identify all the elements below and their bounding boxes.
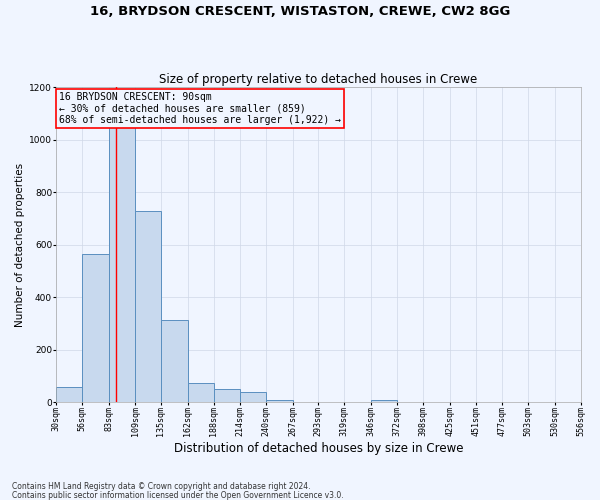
Text: Contains HM Land Registry data © Crown copyright and database right 2024.: Contains HM Land Registry data © Crown c… (12, 482, 311, 491)
Bar (239, 392, 266, 402)
Bar (135, 210, 161, 402)
Bar (214, 389, 239, 402)
Bar (371, 400, 397, 402)
Text: 16, BRYDSON CRESCENT, WISTASTON, CREWE, CW2 8GG: 16, BRYDSON CRESCENT, WISTASTON, CREWE, … (90, 5, 510, 18)
Text: Contains public sector information licensed under the Open Government Licence v3: Contains public sector information licen… (12, 490, 344, 500)
Text: 16 BRYDSON CRESCENT: 90sqm
← 30% of detached houses are smaller (859)
68% of sem: 16 BRYDSON CRESCENT: 90sqm ← 30% of deta… (59, 92, 341, 125)
Bar (82, 254, 109, 402)
Bar (266, 400, 293, 402)
Bar (56, 388, 82, 402)
Title: Size of property relative to detached houses in Crewe: Size of property relative to detached ho… (159, 73, 478, 86)
Bar (161, 320, 188, 402)
X-axis label: Distribution of detached houses by size in Crewe: Distribution of detached houses by size … (173, 442, 463, 455)
Bar (188, 382, 214, 402)
Bar (109, 118, 135, 403)
Y-axis label: Number of detached properties: Number of detached properties (15, 162, 25, 327)
